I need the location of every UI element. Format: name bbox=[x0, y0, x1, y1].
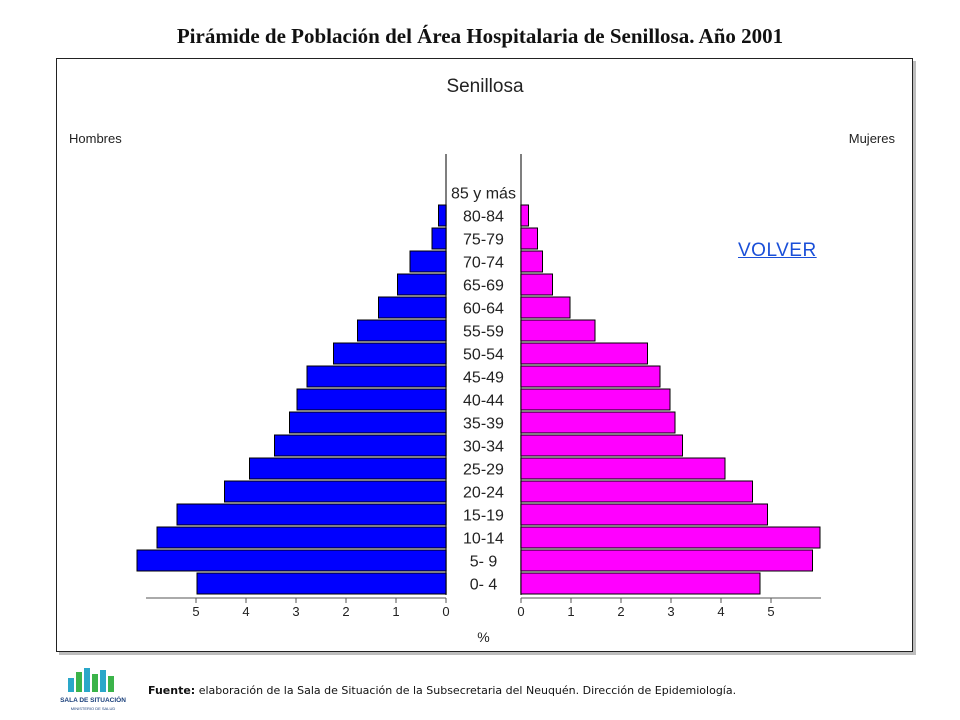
chart-panel: Senillosa Hombres Mujeres 85 y más 80-84 75-7… bbox=[56, 58, 913, 652]
bar-hombres bbox=[156, 526, 447, 549]
tick-label-right: 4 bbox=[717, 604, 724, 619]
age-group-label: 15-19 bbox=[463, 508, 504, 525]
bar-hombres bbox=[357, 319, 447, 342]
volver-link[interactable]: VOLVER bbox=[738, 240, 817, 261]
logo-line1: SALA DE SITUACIÓN bbox=[60, 695, 126, 704]
bar-mujeres bbox=[520, 526, 821, 549]
age-group-label: 20-24 bbox=[463, 485, 504, 502]
bar-hombres bbox=[274, 434, 447, 457]
bar-hombres bbox=[176, 503, 447, 526]
bar-mujeres bbox=[520, 549, 813, 572]
age-group-label: 55-59 bbox=[463, 324, 504, 341]
bar-mujeres bbox=[520, 204, 529, 227]
age-group-label: 70-74 bbox=[463, 255, 504, 272]
bar-hombres bbox=[397, 273, 447, 296]
right-group-label: Mujeres bbox=[849, 131, 896, 146]
footer-source: Fuente: elaboración de la Sala de Situac… bbox=[148, 684, 736, 697]
bar-hombres bbox=[196, 572, 447, 595]
sala-de-situacion-logo: SALA DE SITUACIÓN MINISTERIO DE SALUD bbox=[60, 668, 126, 711]
bar-mujeres bbox=[520, 457, 726, 480]
age-group-label: 60-64 bbox=[463, 301, 504, 318]
tick-label-left: 5 bbox=[192, 604, 199, 619]
logo-line2: MINISTERIO DE SALUD bbox=[71, 706, 116, 711]
page-title: Pirámide de Población del Área Hospitala… bbox=[176, 24, 784, 48]
tick-label-left: 4 bbox=[242, 604, 249, 619]
bar-hombres bbox=[289, 411, 447, 434]
age-group-label: 50-54 bbox=[463, 347, 504, 364]
tick-label-left: 3 bbox=[292, 604, 299, 619]
bar-mujeres bbox=[520, 480, 753, 503]
bar-mujeres bbox=[520, 296, 571, 319]
bar-hombres bbox=[431, 227, 447, 250]
age-group-label: 30-34 bbox=[463, 439, 504, 456]
bar-hombres bbox=[249, 457, 447, 480]
bar-hombres bbox=[224, 480, 447, 503]
bar-hombres bbox=[409, 250, 447, 273]
tick-label-right: 5 bbox=[767, 604, 774, 619]
tick-label-right: 3 bbox=[667, 604, 674, 619]
footer-text: elaboración de la Sala de Situación de l… bbox=[195, 684, 737, 697]
bar-mujeres bbox=[520, 388, 671, 411]
age-group-label: 80-84 bbox=[463, 209, 504, 226]
tick-label-left: 0 bbox=[442, 604, 449, 619]
left-group-label: Hombres bbox=[69, 131, 122, 146]
bar-mujeres bbox=[520, 365, 661, 388]
age-group-label: 45-49 bbox=[463, 370, 504, 387]
age-group-label: 85 y más bbox=[451, 186, 516, 203]
bar-mujeres bbox=[520, 434, 683, 457]
population-pyramid-chart: Senillosa Hombres Mujeres 85 y más 80-84 75-7… bbox=[69, 76, 896, 645]
x-axis-label: % bbox=[477, 629, 489, 645]
age-group-label: 65-69 bbox=[463, 278, 504, 295]
age-group-label: 5- 9 bbox=[470, 554, 498, 571]
tick-label-right: 1 bbox=[567, 604, 574, 619]
age-group-label: 40-44 bbox=[463, 393, 504, 410]
chart-title: Senillosa bbox=[446, 76, 524, 97]
bar-mujeres bbox=[520, 250, 543, 273]
age-group-label: 75-79 bbox=[463, 232, 504, 249]
bar-mujeres bbox=[520, 411, 676, 434]
age-group-label: 0- 4 bbox=[470, 577, 498, 594]
bar-mujeres bbox=[520, 227, 538, 250]
tick-label-right: 0 bbox=[517, 604, 524, 619]
bar-hombres bbox=[333, 342, 447, 365]
bar-mujeres bbox=[520, 273, 553, 296]
bar-mujeres bbox=[520, 572, 761, 595]
bar-mujeres bbox=[520, 503, 768, 526]
logo-bars-icon bbox=[68, 668, 114, 692]
age-group-label: 35-39 bbox=[463, 416, 504, 433]
bar-hombres bbox=[438, 204, 447, 227]
bar-hombres bbox=[136, 549, 447, 572]
bar-mujeres bbox=[520, 319, 596, 342]
tick-label-left: 1 bbox=[392, 604, 399, 619]
tick-label-right: 2 bbox=[617, 604, 624, 619]
footer-label: Fuente: bbox=[148, 684, 196, 697]
age-group-label: 25-29 bbox=[463, 462, 504, 479]
tick-label-left: 2 bbox=[342, 604, 349, 619]
bar-mujeres bbox=[520, 342, 648, 365]
bar-hombres bbox=[306, 365, 447, 388]
bar-hombres bbox=[378, 296, 447, 319]
age-group-label: 10-14 bbox=[463, 531, 504, 548]
bar-hombres bbox=[296, 388, 447, 411]
